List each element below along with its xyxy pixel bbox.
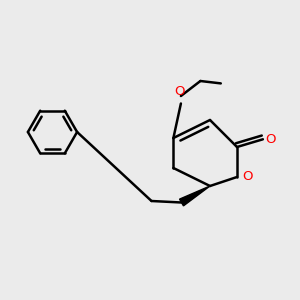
Text: O: O	[174, 85, 185, 98]
Polygon shape	[179, 186, 210, 206]
Text: O: O	[242, 170, 253, 184]
Text: O: O	[265, 133, 276, 146]
